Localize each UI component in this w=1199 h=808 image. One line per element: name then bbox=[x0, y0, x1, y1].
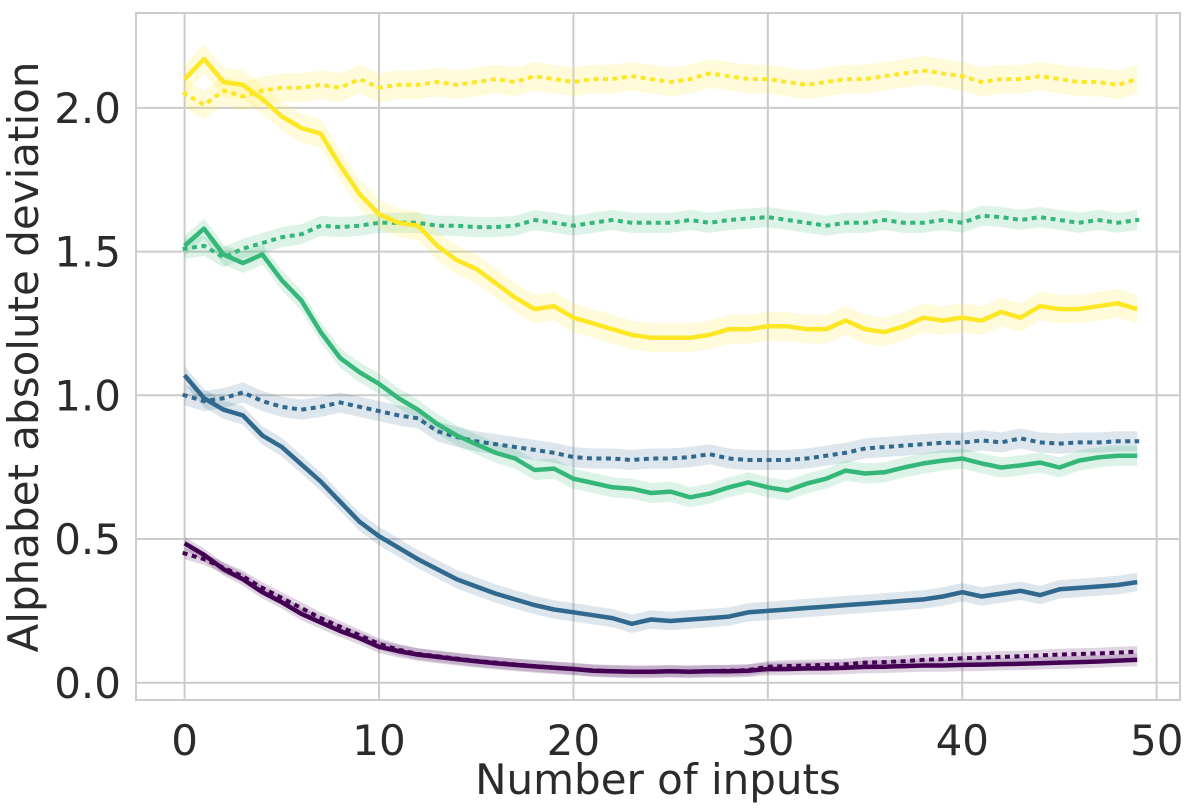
plot-area bbox=[136, 13, 1180, 700]
y-tick-label: 0.0 bbox=[54, 659, 121, 708]
blue-dotted-band bbox=[184, 382, 1138, 470]
y-tick-label: 2.0 bbox=[54, 84, 121, 133]
y-axis-label: Alphabet absolute deviation bbox=[0, 62, 48, 653]
yellow-solid-line bbox=[182, 56, 1138, 341]
x-tick-label: 20 bbox=[547, 716, 600, 765]
x-tick-label: 40 bbox=[936, 716, 989, 765]
blue-solid-line bbox=[182, 373, 1138, 627]
yellow-dotted-band bbox=[184, 56, 1138, 120]
data-lines bbox=[181, 56, 1140, 675]
yellow-solid-band bbox=[184, 44, 1138, 353]
x-tick-label: 10 bbox=[352, 716, 405, 765]
y-tick-label: 1.5 bbox=[54, 228, 121, 277]
yellow-dotted-line bbox=[181, 68, 1140, 107]
blue-dotted-line bbox=[182, 390, 1140, 462]
y-tick-label: 0.5 bbox=[54, 515, 121, 564]
gridlines bbox=[136, 13, 1180, 700]
blue-solid-band bbox=[184, 366, 1138, 633]
y-tick-labels: 0.0 0.5 1.0 1.5 2.0 bbox=[54, 84, 121, 708]
purple-dotted-line bbox=[182, 550, 1140, 674]
plot-frame bbox=[135, 12, 1181, 701]
x-tick-label: 50 bbox=[1130, 716, 1183, 765]
green-dotted-band bbox=[184, 205, 1138, 268]
x-tick-label: 0 bbox=[171, 716, 198, 765]
x-tick-labels: 0 10 20 30 40 50 bbox=[171, 716, 1183, 765]
green-solid-line bbox=[183, 226, 1138, 500]
x-axis-label: Number of inputs bbox=[475, 755, 841, 804]
y-tick-label: 1.0 bbox=[54, 371, 121, 420]
x-tick-label: 30 bbox=[741, 716, 794, 765]
green-dotted-line bbox=[182, 213, 1140, 260]
purple-solid-line bbox=[183, 541, 1138, 675]
